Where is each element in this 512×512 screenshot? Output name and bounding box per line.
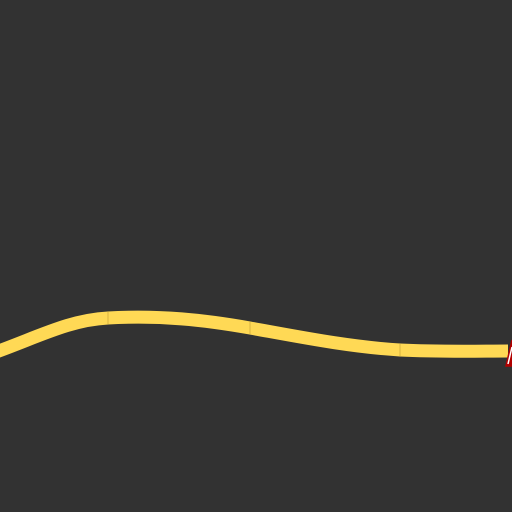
map-background: [0, 0, 512, 512]
map-canvas[interactable]: [0, 0, 512, 512]
map-svg: [0, 0, 512, 512]
